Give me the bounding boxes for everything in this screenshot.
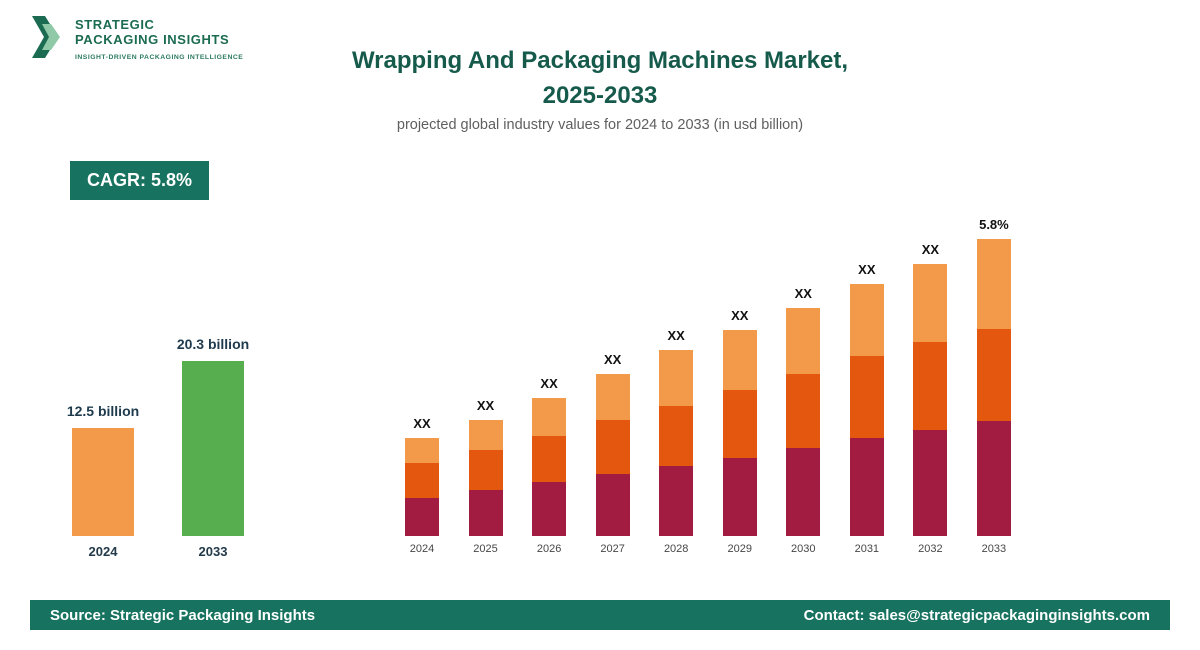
stacked-bar-value-label: XX [540,376,558,391]
mini-bar-value-label: 12.5 billion [66,403,140,419]
bar-segment-segment-middle [405,463,439,498]
stacked-bar-area: XX [849,200,884,536]
bar-segment-segment-top [913,264,948,342]
bar-segment-segment-middle [786,374,821,448]
footer-contact: Contact: sales@strategicpackaginginsight… [803,606,1150,624]
stacked-bar-area: XX [786,200,821,536]
logo-text: STRATEGIC PACKAGING INSIGHTS INSIGHT-DRI… [75,14,243,62]
page-subtitle: projected global industry values for 202… [396,117,804,133]
stacked-bar-value-label: XX [413,416,431,431]
stacked-bar-value-label: XX [603,352,622,367]
bar-segment-segment-bottom [468,490,503,536]
bar-segment-segment-top [849,284,884,356]
bar-segment-segment-top [659,350,694,406]
mini-bar-column-2024: 12.5 billion 2024 [67,310,139,559]
bar-segment-segment-bottom [595,474,630,536]
cagr-badge: CAGR: 5.8% [70,161,210,200]
stacked-bar-column-2027: XX 2027 [595,200,631,555]
stacked-bar-area: 5.8% [976,200,1011,536]
mini-bar [182,361,244,536]
stacked-bar-column-2030: XX 2030 [785,200,821,555]
mini-bar-area: 20.3 billion [177,310,249,536]
stacked-bar-column-2029: XX 2029 [722,200,758,555]
bar-segment-segment-top [786,308,821,374]
bar-segment-segment-middle [532,436,567,482]
bar-segment-segment-top [468,420,503,450]
logo-line-1: STRATEGIC [75,17,155,32]
logo-line-2: PACKAGING INSIGHTS [75,31,230,47]
stacked-bar-year-label: 2026 [536,543,562,555]
footer-source: Source: Strategic Packaging Insights [50,606,316,624]
stacked-bar-year-label: 2024 [409,543,435,555]
stacked-bar-value-label: XX [794,286,812,301]
page-title-line-2: 2025-2033 [542,81,658,109]
mini-bar-year-label: 2033 [198,544,228,559]
mini-bar-area: 12.5 billion [67,310,139,536]
bar-segment-segment-middle [468,450,503,490]
stacked-bar-chart: XX 2024 XX 2025 XX 2026 XX 2027 XX 2028 XX 2029 XX 20… [404,200,1012,555]
brand-logo: STRATEGIC PACKAGING INSIGHTS INSIGHT-DRI… [32,14,243,65]
bar-segment-segment-bottom [722,458,757,536]
bar-segment-segment-bottom [659,466,694,536]
page-title-line-1: Wrapping And Packaging Machines Market, [351,47,849,74]
stacked-bar-value-label: XX [921,242,940,257]
mini-bar-chart: 12.5 billion 2024 20.3 billion 2033 [58,310,258,559]
bar-segment-segment-top [532,398,567,436]
bar-segment-segment-middle [976,329,1011,421]
stacked-bar-year-label: 2027 [600,543,625,555]
stacked-bar-area: XX [468,200,503,536]
page-title: Wrapping And Packaging Machines Market, … [220,44,980,114]
bar-segment-segment-middle [913,342,948,430]
stacked-bar-area: XX [405,200,439,536]
bar-segment-segment-top [976,239,1011,329]
bar-segment-segment-bottom [786,448,821,536]
bar-segment-segment-bottom [532,482,567,536]
mini-bar-value-label: 20.3 billion [176,336,250,352]
stacked-bar-year-label: 2029 [727,543,752,555]
stacked-bar-value-label: XX [476,398,495,413]
stacked-bar-area: XX [659,200,694,536]
bar-segment-segment-middle [849,356,884,438]
stacked-bar-area: XX [913,200,948,536]
stacked-bar-column-2028: XX 2028 [658,200,694,555]
bar-segment-segment-bottom [976,421,1011,536]
stacked-bar-area: XX [595,200,630,536]
bar-segment-segment-top [405,438,439,463]
logo-tagline: INSIGHT-DRIVEN PACKAGING INTELLIGENCE [75,53,244,61]
stacked-bar-value-label: XX [731,308,749,323]
mini-bar-column-2033: 20.3 billion 2033 [177,310,249,559]
stacked-bar-year-label: 2033 [981,543,1007,555]
stacked-bar-area: XX [722,200,757,536]
mini-bar [72,428,134,536]
mini-bar-year-label: 2024 [88,544,118,559]
bar-segment-segment-middle [659,406,694,466]
bar-segment-segment-top [722,330,757,390]
footer-bar: Source: Strategic Packaging Insights Con… [30,600,1170,630]
bar-segment-segment-top [595,374,630,420]
stacked-bar-year-label: 2031 [854,543,880,555]
stacked-bar-column-2033: 5.8% 2033 [976,200,1012,555]
bar-segment-segment-middle [595,420,630,474]
stacked-bar-column-2024: XX 2024 [404,200,440,555]
bar-segment-segment-bottom [913,430,948,536]
stacked-bar-column-2032: XX 2032 [912,200,948,555]
logo-chevron-icon [32,14,66,65]
stacked-bar-column-2031: XX 2031 [849,200,885,555]
stacked-bar-value-label: XX [858,262,876,277]
stacked-bar-value-label: 5.8% [979,217,1009,232]
stacked-bar-column-2025: XX 2025 [468,200,504,555]
stacked-bar-year-label: 2030 [791,543,816,555]
stacked-bar-year-label: 2028 [663,543,689,555]
stacked-bar-area: XX [532,200,567,536]
stacked-bar-value-label: XX [667,328,685,343]
bar-segment-segment-bottom [405,498,439,536]
stacked-bar-year-label: 2032 [918,543,943,555]
bar-segment-segment-bottom [849,438,884,536]
stacked-bar-column-2026: XX 2026 [531,200,567,555]
bar-segment-segment-middle [722,390,757,458]
stacked-bar-year-label: 2025 [473,543,498,555]
